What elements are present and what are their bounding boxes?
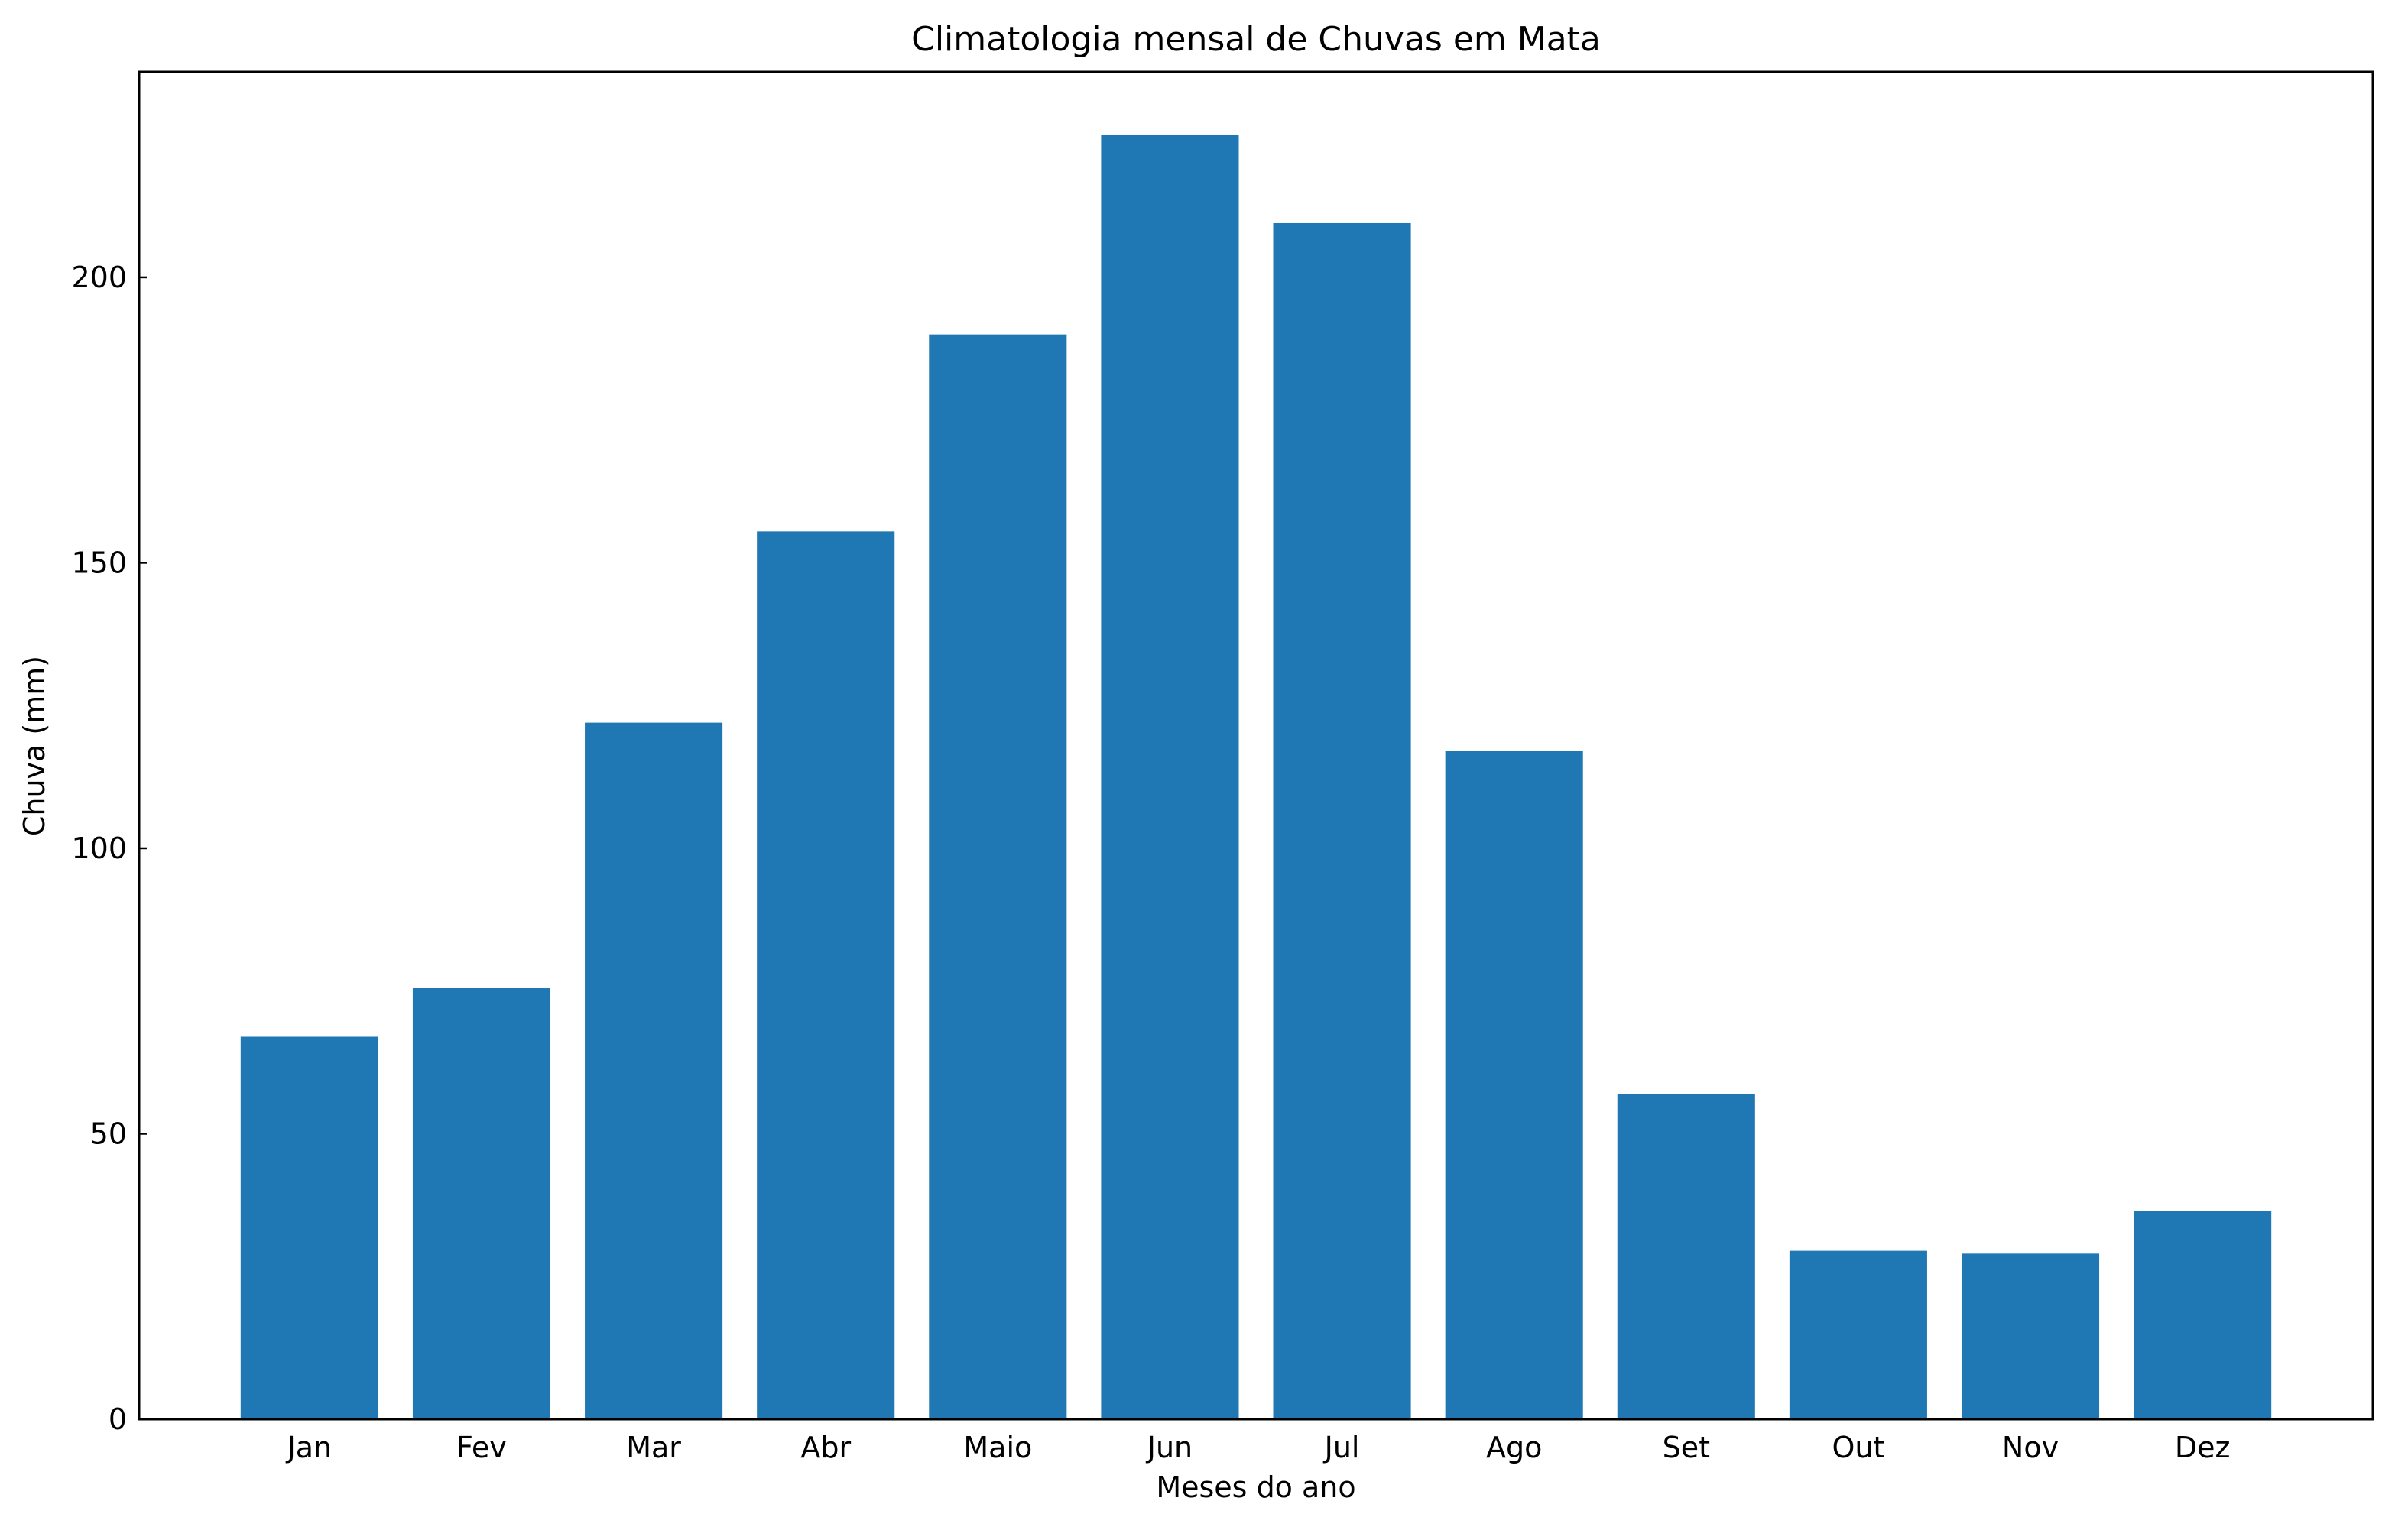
x-tick-label-nov: Nov bbox=[2002, 1431, 2059, 1464]
bar-set bbox=[1617, 1094, 1755, 1419]
bar-jul bbox=[1273, 222, 1411, 1420]
y-tick-label: 50 bbox=[90, 1117, 127, 1150]
bar-out bbox=[1789, 1250, 1927, 1420]
y-axis-label: Chuva (mm) bbox=[18, 656, 51, 836]
y-tick-label: 150 bbox=[71, 546, 127, 579]
bar-fev bbox=[412, 987, 551, 1419]
x-axis-ticks: Jan Fev Mar Abr Maio Jun Jul Ago Set Out Nov Dez bbox=[286, 1412, 2231, 1464]
x-tick-label-out: Out bbox=[1832, 1431, 1884, 1464]
y-tick-label: 100 bbox=[71, 832, 127, 865]
y-axis-ticks: 0 50 100 150 200 bbox=[71, 261, 147, 1436]
bar-jan bbox=[240, 1036, 378, 1419]
bar-abr bbox=[757, 531, 895, 1419]
x-tick-label-ago: Ago bbox=[1486, 1431, 1542, 1464]
bar-nov bbox=[1961, 1253, 2100, 1419]
x-tick-label-mar: Mar bbox=[626, 1431, 681, 1464]
x-axis-label: Meses do ano bbox=[1156, 1470, 1355, 1504]
bar-jun bbox=[1101, 135, 1239, 1419]
bar-maio bbox=[929, 334, 1067, 1419]
bar-dez bbox=[2134, 1211, 2272, 1419]
y-tick-label: 0 bbox=[109, 1402, 127, 1436]
bar-mar bbox=[585, 722, 723, 1419]
x-tick-label-fev: Fev bbox=[456, 1431, 507, 1464]
x-tick-label-dez: Dez bbox=[2175, 1431, 2231, 1464]
y-tick-label: 200 bbox=[71, 261, 127, 294]
bar-ago bbox=[1445, 751, 1583, 1419]
x-tick-label-jun: Jun bbox=[1146, 1431, 1193, 1464]
x-tick-label-abr: Abr bbox=[800, 1431, 851, 1464]
x-tick-label-maio: Maio bbox=[963, 1431, 1032, 1464]
chart-title: Climatologia mensal de Chuvas em Mata bbox=[911, 20, 1601, 59]
x-tick-label-set: Set bbox=[1663, 1431, 1710, 1464]
bars-group bbox=[240, 135, 2272, 1420]
x-tick-label-jul: Jul bbox=[1323, 1431, 1360, 1464]
x-tick-label-jan: Jan bbox=[286, 1431, 333, 1464]
plot-frame bbox=[138, 70, 2374, 1421]
